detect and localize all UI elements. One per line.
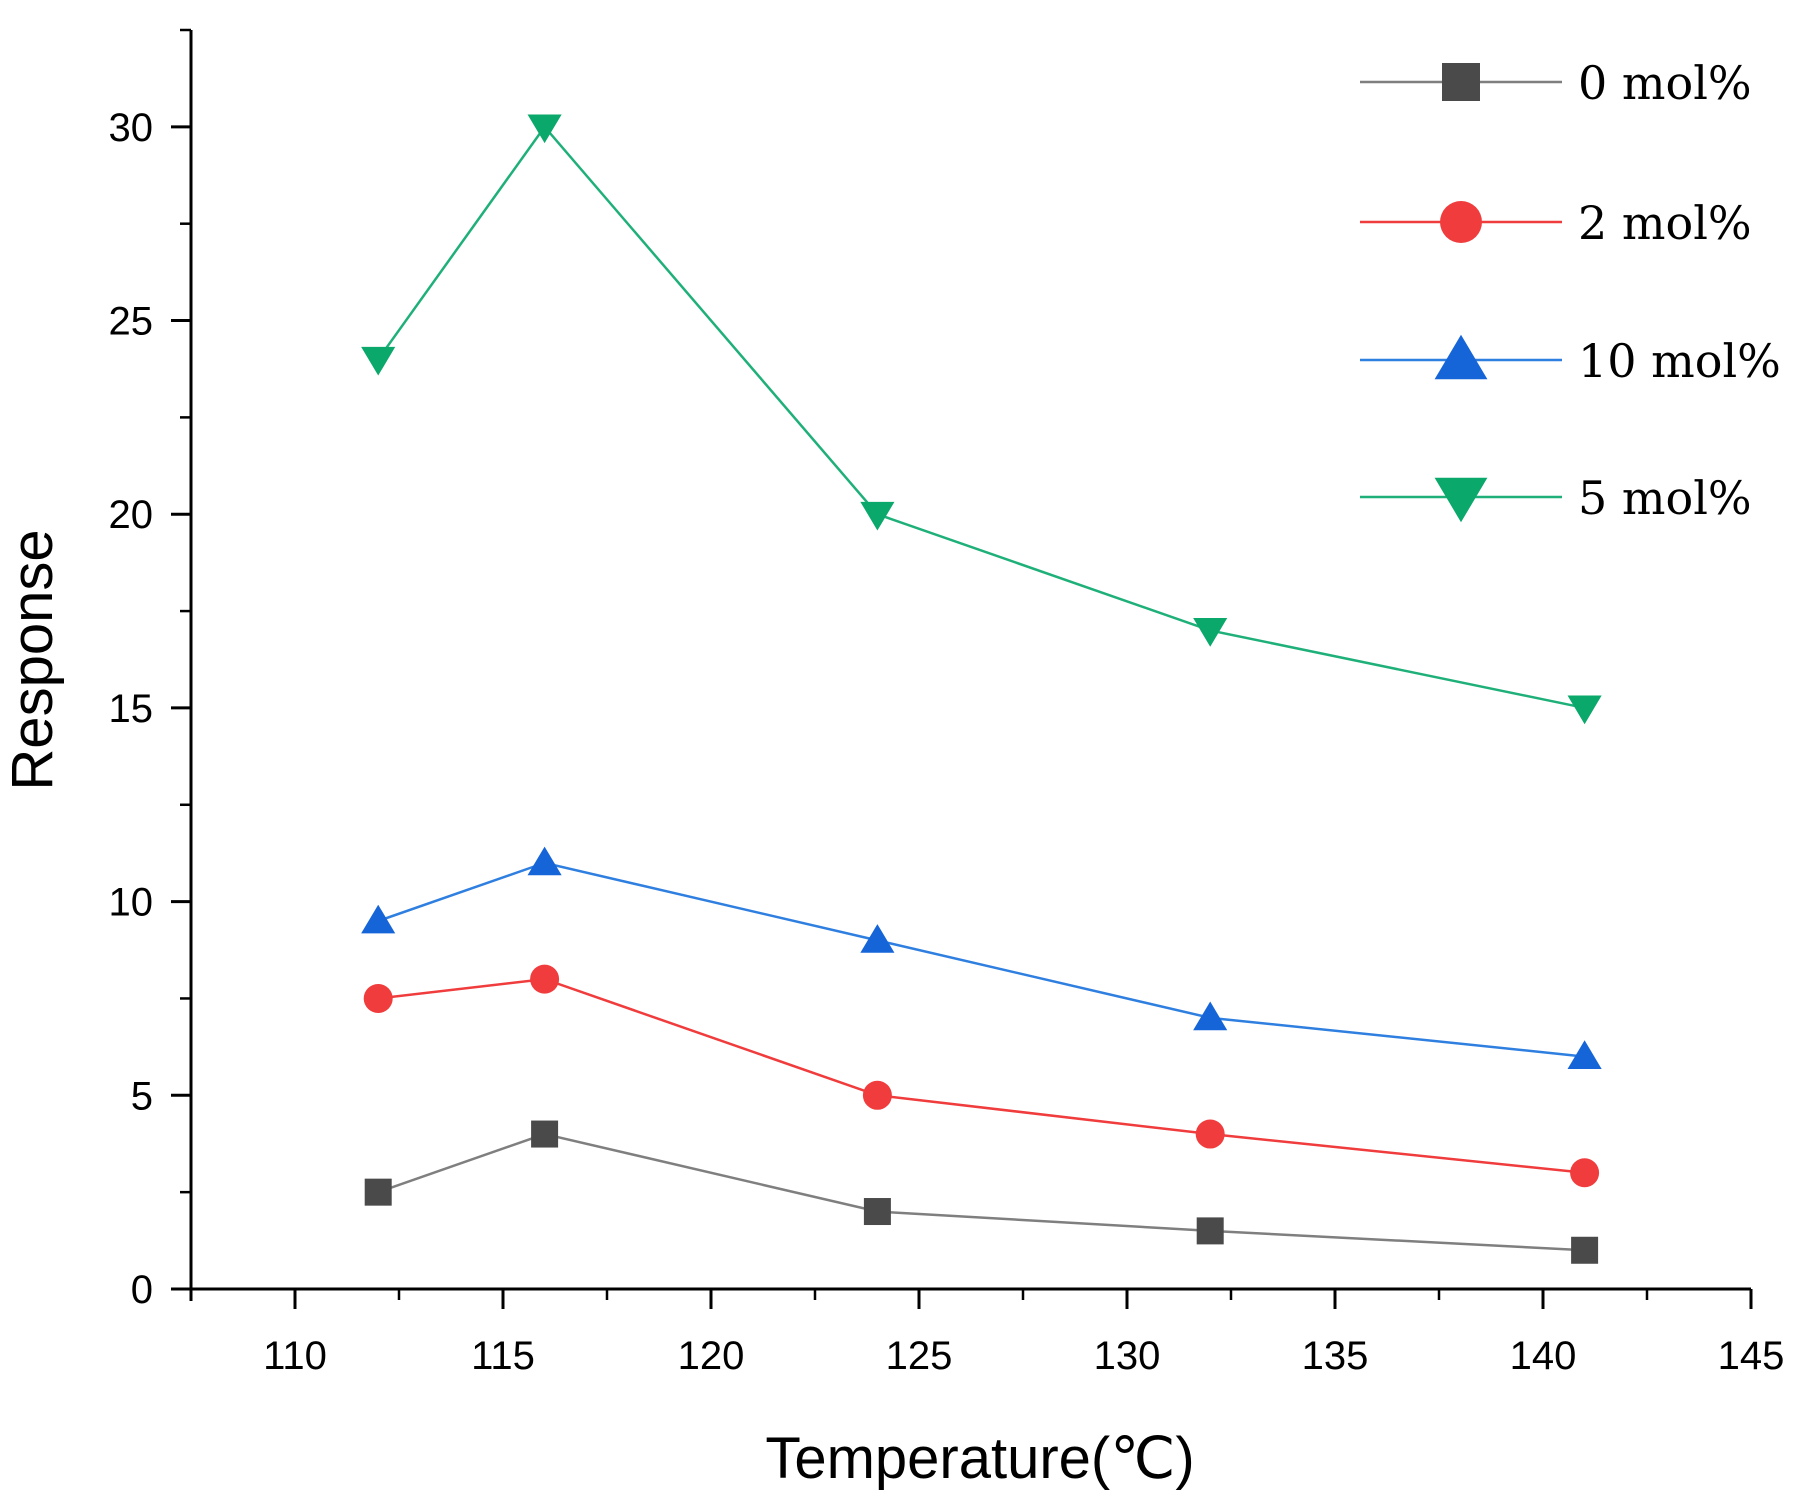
y-tick-label: 5 xyxy=(131,1074,153,1118)
legend: 0 mol% 2 mol% 10 mol% 5 mol% xyxy=(1360,56,1781,525)
series-0-mol- xyxy=(364,1120,1599,1264)
data-point xyxy=(363,983,393,1013)
legend-marker xyxy=(1442,63,1480,101)
data-point xyxy=(364,1178,392,1206)
data-point xyxy=(531,1120,559,1148)
data-point xyxy=(862,1080,892,1110)
data-point xyxy=(1570,1158,1600,1188)
series-layer xyxy=(361,114,1602,1264)
data-point xyxy=(1193,618,1228,647)
data-point xyxy=(1196,1217,1224,1245)
legend-label: 2 mol% xyxy=(1578,196,1752,250)
legend-item: 10 mol% xyxy=(1360,334,1781,388)
legend-marker xyxy=(1440,201,1482,243)
data-point xyxy=(361,904,396,934)
x-tick-label: 115 xyxy=(471,1334,535,1378)
data-point xyxy=(860,924,895,953)
series-5-mol- xyxy=(361,114,1602,725)
y-tick-label: 30 xyxy=(109,106,154,150)
x-tick-label: 110 xyxy=(263,1334,327,1378)
y-tick-label: 10 xyxy=(109,881,154,925)
data-point xyxy=(1571,1236,1599,1264)
data-point xyxy=(860,501,895,531)
series-10-mol- xyxy=(361,846,1602,1069)
legend-item: 2 mol% xyxy=(1360,196,1752,250)
x-tick-label: 120 xyxy=(678,1334,745,1378)
series-line xyxy=(377,124,1585,710)
legend-label: 10 mol% xyxy=(1578,334,1781,388)
series-line xyxy=(377,861,1585,1058)
x-tick-label: 135 xyxy=(1302,1334,1369,1378)
legend-label: 5 mol% xyxy=(1578,471,1752,525)
axes: 110 115 120 125 130 135 140 145 0 5 10 15 20 25 30 xyxy=(109,28,1785,1378)
y-axis-title: Response xyxy=(0,529,65,790)
series-2-mol- xyxy=(363,964,1600,1188)
x-tick-label: 130 xyxy=(1094,1334,1161,1378)
data-point xyxy=(1567,695,1602,725)
series-line xyxy=(378,977,1585,1175)
y-tick-label: 25 xyxy=(109,300,154,344)
x-axis-title: Temperature(℃) xyxy=(765,1426,1194,1491)
legend-marker xyxy=(1434,334,1488,380)
legend-label: 0 mol% xyxy=(1578,56,1752,110)
data-point xyxy=(527,846,562,876)
x-tick-label: 145 xyxy=(1718,1334,1785,1378)
legend-marker xyxy=(1434,477,1488,523)
y-tick-label: 20 xyxy=(109,493,154,537)
data-point xyxy=(527,114,562,144)
data-point xyxy=(1567,1040,1602,1069)
data-point xyxy=(361,346,396,376)
legend-item: 0 mol% xyxy=(1360,56,1752,110)
data-point xyxy=(1193,1001,1228,1031)
x-tick-label: 140 xyxy=(1510,1334,1577,1378)
x-tick-label: 125 xyxy=(886,1334,953,1378)
series-line xyxy=(377,1132,1585,1252)
data-point xyxy=(863,1198,891,1226)
y-tick-label: 0 xyxy=(131,1268,153,1312)
data-point xyxy=(530,964,560,994)
legend-item: 5 mol% xyxy=(1360,471,1752,525)
data-point xyxy=(1195,1119,1225,1149)
y-tick-label: 15 xyxy=(109,687,154,731)
